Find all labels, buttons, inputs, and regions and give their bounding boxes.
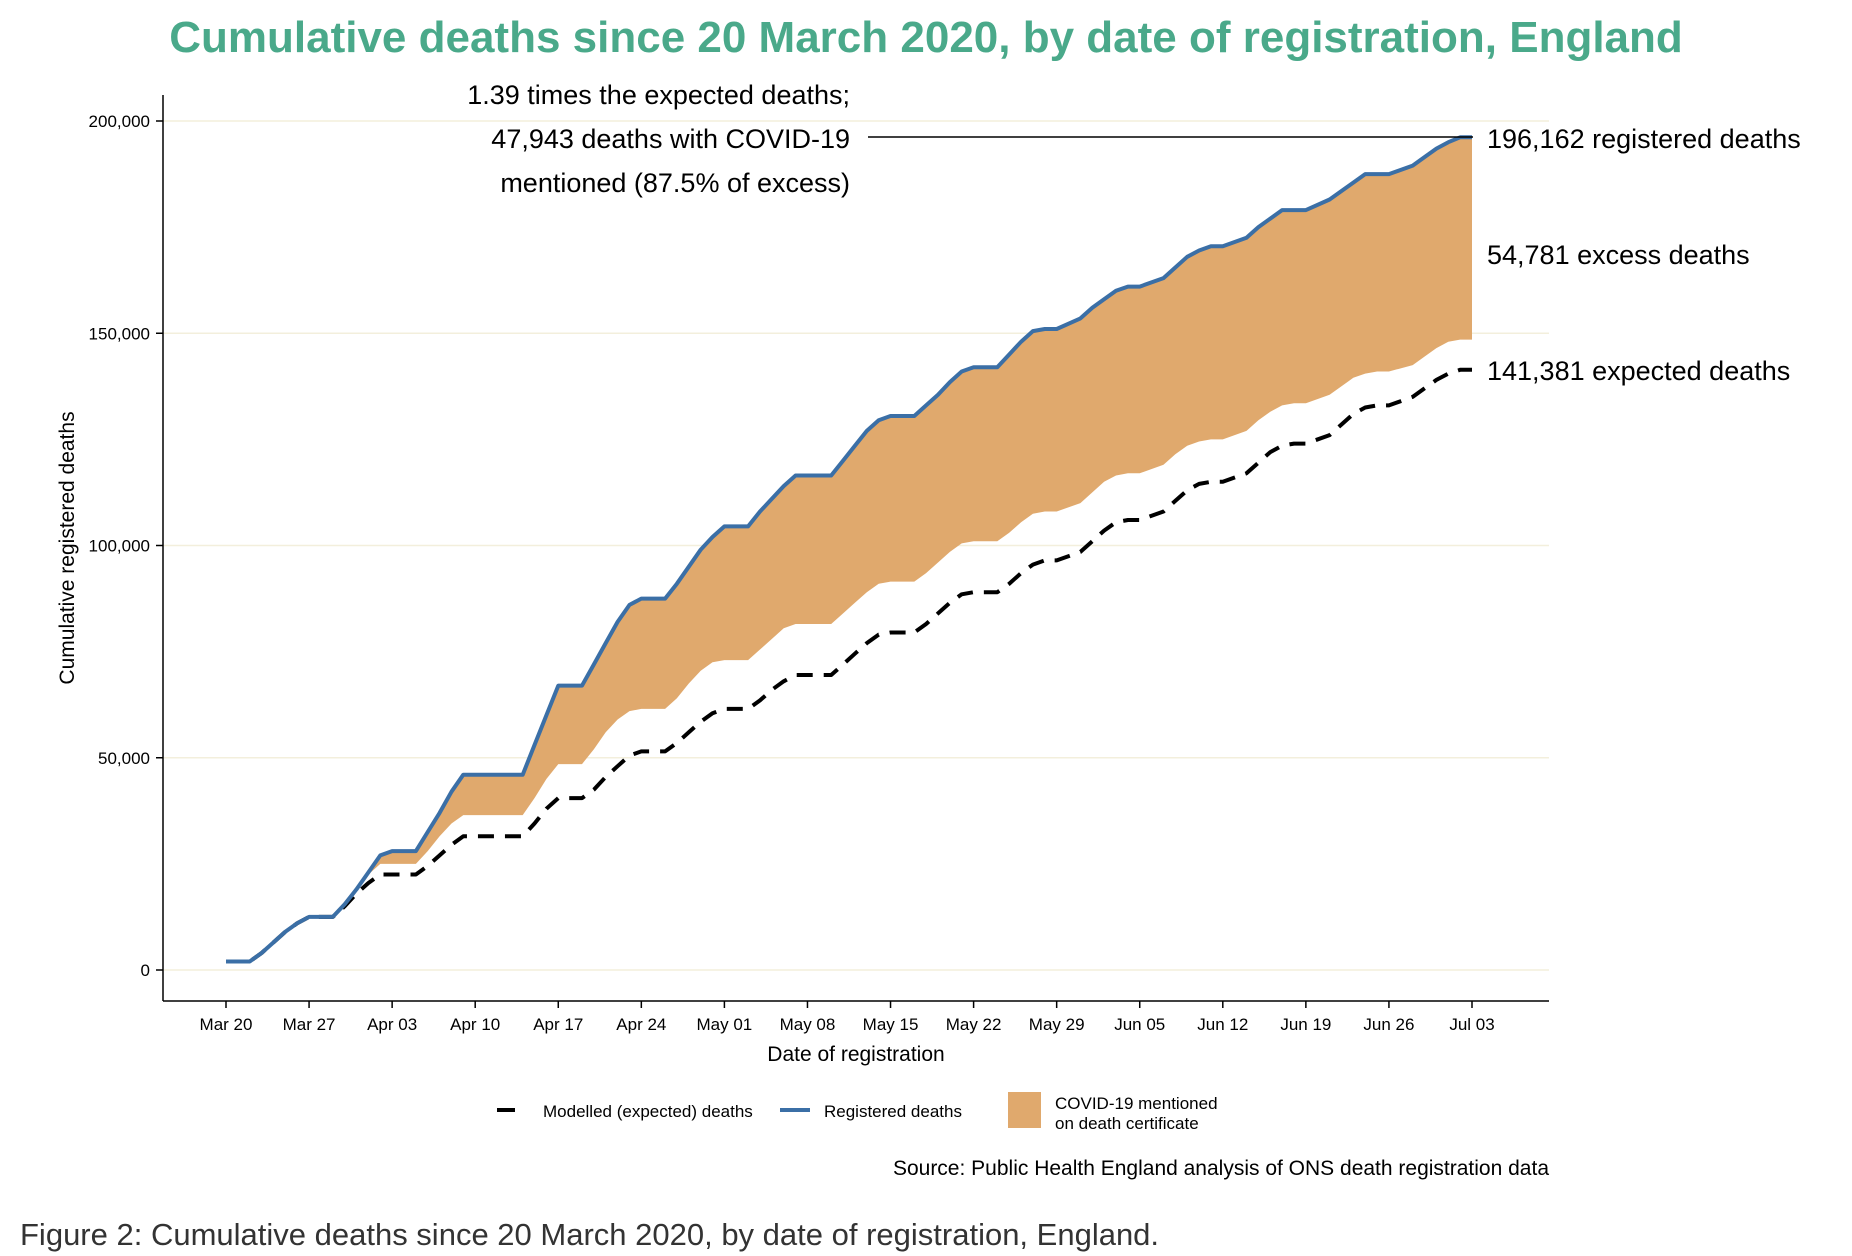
legend-covid-label-line2: on death certificate: [1055, 1114, 1199, 1133]
x-tick-label: Jul 03: [1449, 1015, 1494, 1034]
covid-area: [226, 137, 1472, 962]
x-tick-label: Jun 05: [1114, 1015, 1165, 1034]
x-tick-label: Mar 27: [283, 1015, 336, 1034]
x-tick-label: Apr 03: [367, 1015, 417, 1034]
source-note: Source: Public Health England analysis o…: [893, 1157, 1549, 1180]
y-tick-label: 50,000: [98, 749, 150, 768]
figure-caption: Figure 2: Cumulative deaths since 20 Mar…: [20, 1217, 1159, 1252]
legend: Modelled (expected) deaths Registered de…: [497, 1092, 1218, 1133]
x-tick-label: May 01: [697, 1015, 753, 1034]
x-tick-label: May 08: [780, 1015, 836, 1034]
y-tick-label: 100,000: [89, 537, 150, 556]
x-tick-label: May 22: [946, 1015, 1002, 1034]
x-tick-label: May 29: [1029, 1015, 1085, 1034]
x-tick-label: Apr 24: [616, 1015, 666, 1034]
x-tick-label: May 15: [863, 1015, 919, 1034]
series-modelled-line: [226, 367, 1472, 964]
x-tick-label: Jun 12: [1197, 1015, 1248, 1034]
series-registered-line: [226, 135, 1472, 964]
x-tick-label: Jun 26: [1363, 1015, 1414, 1034]
annotation-excess-line1: 1.39 times the expected deaths;: [467, 80, 850, 110]
legend-covid-label-line1: COVID-19 mentioned: [1055, 1094, 1218, 1113]
annotation-excess-line2: 47,943 deaths with COVID-19: [491, 124, 850, 154]
y-tick-label: 150,000: [89, 324, 150, 343]
y-axis-label: Cumulative registered deaths: [56, 411, 79, 684]
x-axis-label: Date of registration: [767, 1043, 944, 1066]
y-tick-label: 0: [141, 961, 150, 980]
x-tick-label: Mar 20: [200, 1015, 253, 1034]
x-tick-label: Apr 10: [450, 1015, 500, 1034]
plot-area: [226, 135, 1472, 964]
legend-covid-swatch: [1008, 1092, 1041, 1128]
x-tick-label: Apr 17: [533, 1015, 583, 1034]
annotation-registered: 196,162 registered deaths: [1487, 124, 1801, 154]
x-tick-label: Jun 19: [1280, 1015, 1331, 1034]
annotation-excess-line3: mentioned (87.5% of excess): [500, 168, 850, 198]
x-ticks: Mar 20 Mar 27 Apr 03 Apr 10 Apr 17 Apr 24 May …: [200, 1001, 1495, 1034]
annotation-expected: 141,381 expected deaths: [1487, 356, 1790, 386]
y-ticks: 0 50,000 100,000 150,000 200,000: [89, 112, 163, 980]
legend-modelled-label: Modelled (expected) deaths: [543, 1102, 753, 1121]
chart-title: Cumulative deaths since 20 March 2020, b…: [169, 13, 1683, 62]
y-tick-label: 200,000: [89, 112, 150, 131]
legend-registered-label: Registered deaths: [824, 1102, 962, 1121]
annotation-excess: 54,781 excess deaths: [1487, 240, 1750, 270]
